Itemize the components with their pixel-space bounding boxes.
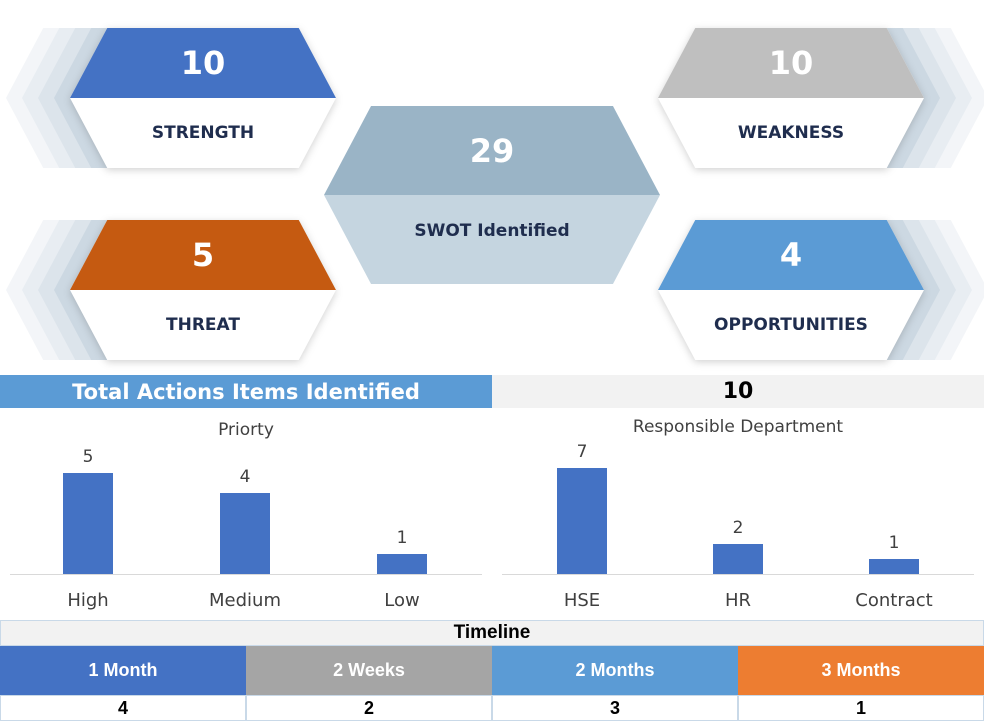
swot-total-value: 29 <box>324 106 660 195</box>
data-label: 2 <box>732 517 744 538</box>
swot-total-card: 29 SWOT Identified <box>324 106 660 284</box>
category-label: Low <box>384 590 420 611</box>
timeline-count: 1 <box>738 695 984 721</box>
category-label: HSE <box>563 590 601 611</box>
strength-value: 10 <box>70 28 336 98</box>
timeline-count: 3 <box>492 695 738 721</box>
data-label: 1 <box>888 532 900 553</box>
data-label: 5 <box>82 447 94 467</box>
data-label: 1 <box>396 527 408 548</box>
category-label: High <box>67 590 109 611</box>
department-bar <box>557 468 607 574</box>
timeline-count: 2 <box>246 695 492 721</box>
threat-card: 5 THREAT <box>70 220 336 360</box>
data-label: 4 <box>239 467 251 488</box>
department-bar <box>869 558 919 574</box>
strength-label: STRENGTH <box>151 123 255 143</box>
priority-axis <box>10 574 482 575</box>
timeline-period: 3 Months <box>738 646 984 695</box>
priority-bar <box>377 553 427 574</box>
threat-value: 5 <box>70 220 336 290</box>
timeline-title: Timeline <box>0 620 984 646</box>
category-label: HR <box>724 590 752 611</box>
category-label: Medium <box>209 590 281 611</box>
total-actions-value: 10 <box>492 375 984 408</box>
opportunities-card: 4 OPPORTUNITIES <box>658 220 924 360</box>
threat-label: THREAT <box>166 315 240 335</box>
swot-total-label: SWOT Identified <box>324 195 660 284</box>
strength-card: 10 STRENGTH <box>70 28 336 168</box>
category-label: Contract <box>855 590 933 611</box>
priority-chart-title: Priorty <box>218 420 274 440</box>
total-actions-label: Total Actions Items Identified <box>0 375 492 408</box>
data-label: 7 <box>576 442 588 463</box>
priority-bar <box>63 473 113 574</box>
weakness-card: 10 WEAKNESS <box>658 28 924 168</box>
department-chart-title: Responsible Department <box>632 417 844 437</box>
timeline-period: 2 Months <box>492 646 738 695</box>
opportunities-value: 4 <box>658 220 924 290</box>
weakness-label: WEAKNESS <box>737 123 845 143</box>
department-bar <box>713 543 763 574</box>
priority-bar <box>220 493 270 574</box>
opportunities-label: OPPORTUNITIES <box>714 315 868 335</box>
department-axis <box>502 574 974 575</box>
timeline-period: 2 Weeks <box>246 646 492 695</box>
timeline-count: 4 <box>0 695 246 721</box>
weakness-value: 10 <box>658 28 924 98</box>
timeline-period: 1 Month <box>0 646 246 695</box>
